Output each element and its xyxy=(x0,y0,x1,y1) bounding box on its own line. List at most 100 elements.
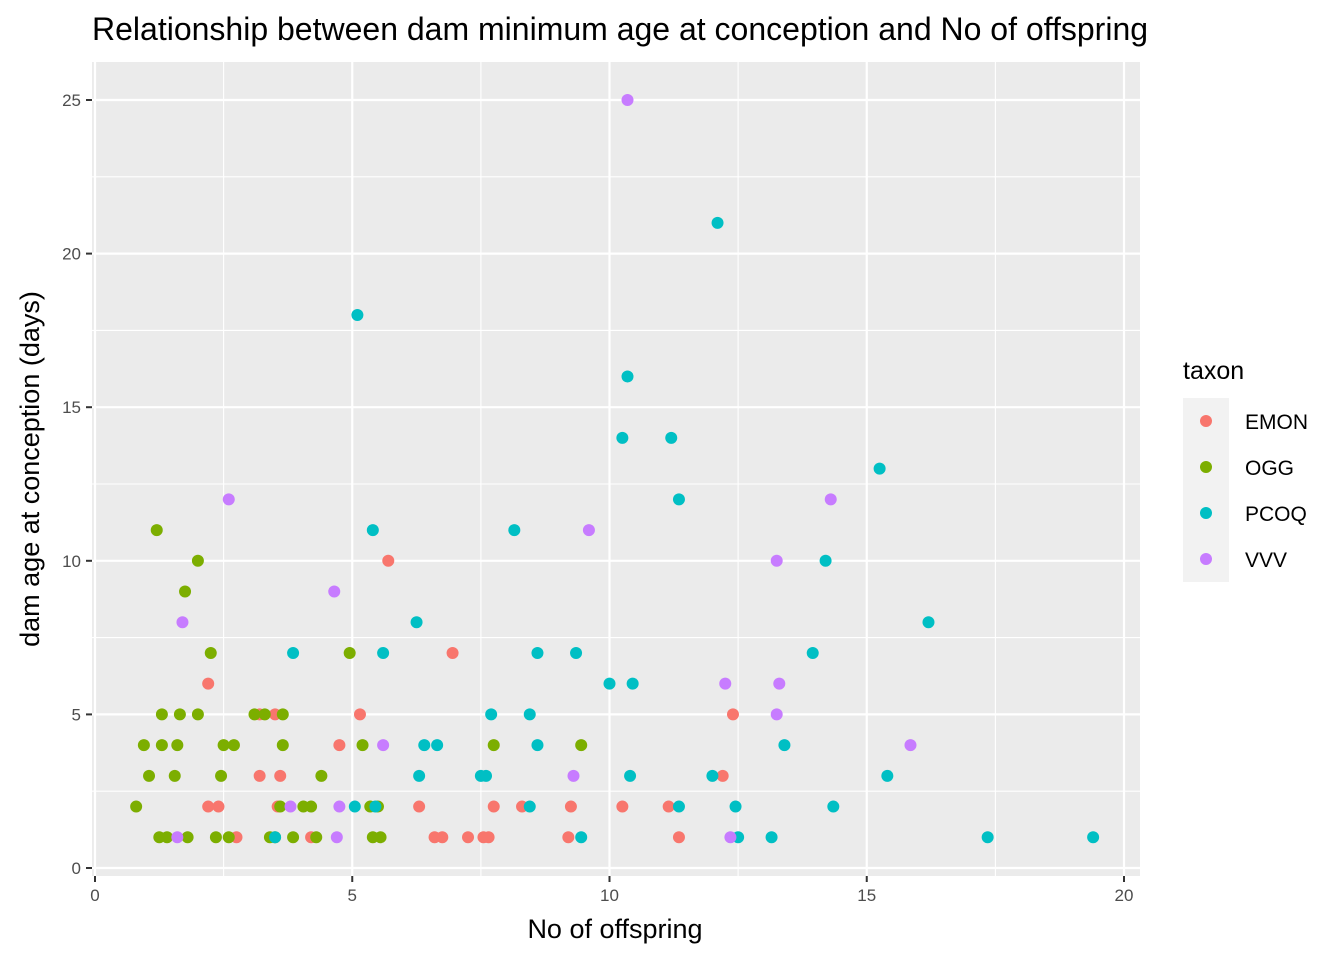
data-point xyxy=(382,554,395,567)
legend-keys: EMON OGG PCOQ VVV xyxy=(1183,398,1308,582)
data-point xyxy=(431,739,444,752)
data-point xyxy=(161,831,174,844)
data-point xyxy=(274,800,287,813)
data-point xyxy=(269,831,282,844)
data-point xyxy=(343,646,356,659)
legend-key-swatch xyxy=(1200,507,1212,519)
data-point xyxy=(567,769,580,782)
data-point xyxy=(719,677,732,690)
data-point xyxy=(171,739,184,752)
data-point xyxy=(413,800,426,813)
y-axis: 0 5 10 15 20 25 xyxy=(62,91,92,878)
data-point xyxy=(418,739,431,752)
legend-key-swatch xyxy=(1200,415,1212,427)
data-point xyxy=(672,800,685,813)
data-point xyxy=(881,769,894,782)
plot-panel xyxy=(92,62,1140,876)
data-point xyxy=(310,831,323,844)
data-point xyxy=(711,216,724,229)
data-point xyxy=(248,708,261,721)
data-point xyxy=(523,800,536,813)
data-point xyxy=(333,739,346,752)
legend-label: PCOQ xyxy=(1245,503,1307,526)
data-point xyxy=(773,677,786,690)
data-point xyxy=(824,493,837,506)
data-point xyxy=(446,646,459,659)
data-point xyxy=(179,585,192,598)
legend-item-emon: EMON xyxy=(1183,398,1308,444)
data-point xyxy=(770,708,783,721)
data-point xyxy=(171,831,184,844)
x-tick-label: 10 xyxy=(600,886,619,905)
data-point xyxy=(209,831,222,844)
data-point xyxy=(374,831,387,844)
series-emon xyxy=(202,554,739,844)
data-point xyxy=(348,800,361,813)
x-tick-label: 5 xyxy=(348,886,357,905)
data-point xyxy=(222,493,235,506)
data-point xyxy=(564,800,577,813)
data-point xyxy=(616,431,629,444)
data-point xyxy=(436,831,449,844)
data-point xyxy=(616,800,629,813)
data-point xyxy=(168,769,181,782)
x-tick-label: 15 xyxy=(857,886,876,905)
data-point xyxy=(621,370,634,383)
grid-minor xyxy=(92,62,1140,876)
data-point xyxy=(485,708,498,721)
legend-label: EMON xyxy=(1245,411,1308,434)
data-point xyxy=(603,677,616,690)
data-point xyxy=(204,646,217,659)
data-point xyxy=(287,831,300,844)
data-point xyxy=(765,831,778,844)
x-axis: 0 5 10 15 20 xyxy=(90,876,1133,905)
data-point xyxy=(356,739,369,752)
legend-key-swatch xyxy=(1200,461,1212,473)
data-point xyxy=(672,831,685,844)
data-point xyxy=(150,524,163,537)
data-point xyxy=(328,585,341,598)
data-point xyxy=(778,739,791,752)
legend-key-swatch xyxy=(1200,553,1212,565)
data-point xyxy=(575,831,588,844)
data-point xyxy=(181,831,194,844)
data-point xyxy=(626,677,639,690)
data-point xyxy=(706,769,719,782)
data-point xyxy=(176,616,189,629)
y-axis-title: dam age at conception (days) xyxy=(15,291,45,647)
legend-label: OGG xyxy=(1245,457,1294,480)
legend-title: taxon xyxy=(1183,357,1244,385)
data-point xyxy=(487,800,500,813)
data-point xyxy=(487,739,500,752)
data-point xyxy=(1087,831,1100,844)
data-point xyxy=(827,800,840,813)
data-point xyxy=(287,646,300,659)
data-point xyxy=(305,800,318,813)
x-axis-title: No of offspring xyxy=(527,914,702,944)
points-layer xyxy=(130,94,1100,844)
data-point xyxy=(258,708,271,721)
data-point xyxy=(137,739,150,752)
data-point xyxy=(873,462,886,475)
data-point xyxy=(662,800,675,813)
data-point xyxy=(315,769,328,782)
data-point xyxy=(222,831,235,844)
data-point xyxy=(276,708,289,721)
series-pcoq xyxy=(269,216,1100,844)
data-point xyxy=(981,831,994,844)
x-tick-label: 20 xyxy=(1115,886,1134,905)
data-point xyxy=(212,800,225,813)
data-point xyxy=(724,831,737,844)
data-point xyxy=(726,708,739,721)
series-vvv xyxy=(171,94,917,844)
data-point xyxy=(369,800,382,813)
grid-major xyxy=(92,62,1140,876)
y-tick-label: 20 xyxy=(62,245,81,264)
data-point xyxy=(716,769,729,782)
data-point xyxy=(330,831,343,844)
data-point xyxy=(770,554,783,567)
data-point xyxy=(531,646,544,659)
data-point xyxy=(353,708,366,721)
data-point xyxy=(173,708,186,721)
